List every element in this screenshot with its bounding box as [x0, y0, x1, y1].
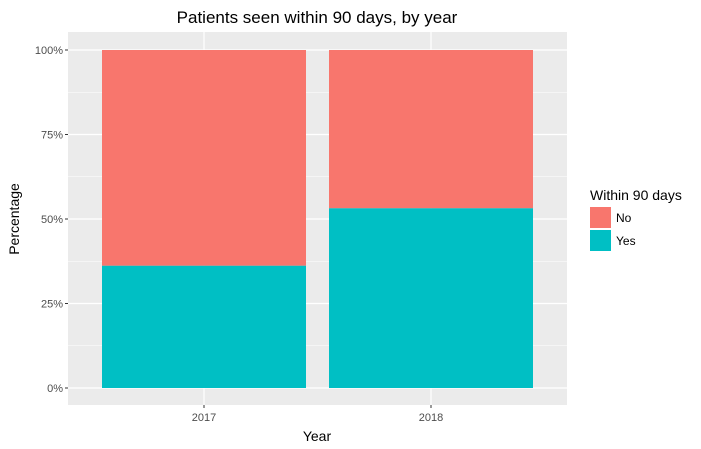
y-tick-label: 75% — [41, 130, 63, 142]
x-tick-label: 2018 — [419, 412, 443, 424]
y-axis-title: Percentage — [6, 183, 22, 255]
chart-title: Patients seen within 90 days, by year — [177, 8, 458, 27]
bar-no-2018 — [329, 50, 533, 209]
bar-yes-2017 — [102, 265, 306, 388]
y-axis: 0% 25% 50% 75% 100% — [35, 45, 68, 395]
legend: Within 90 days No Yes — [590, 187, 682, 251]
legend-label-no: No — [616, 211, 632, 225]
legend-swatch-yes — [590, 230, 611, 251]
y-tick-label: 50% — [41, 214, 63, 226]
bar-no-2017 — [102, 50, 306, 266]
x-tick-label: 2017 — [192, 412, 216, 424]
y-tick-label: 25% — [41, 299, 63, 311]
y-tick-label: 100% — [35, 45, 63, 57]
x-axis-title: Year — [303, 428, 332, 444]
y-tick-label: 0% — [47, 383, 63, 395]
legend-label-yes: Yes — [616, 234, 636, 248]
legend-title: Within 90 days — [590, 187, 682, 203]
bar-yes-2018 — [329, 208, 533, 388]
x-axis: 2017 2018 — [192, 405, 443, 424]
bars — [102, 50, 533, 388]
legend-swatch-no — [590, 207, 611, 228]
